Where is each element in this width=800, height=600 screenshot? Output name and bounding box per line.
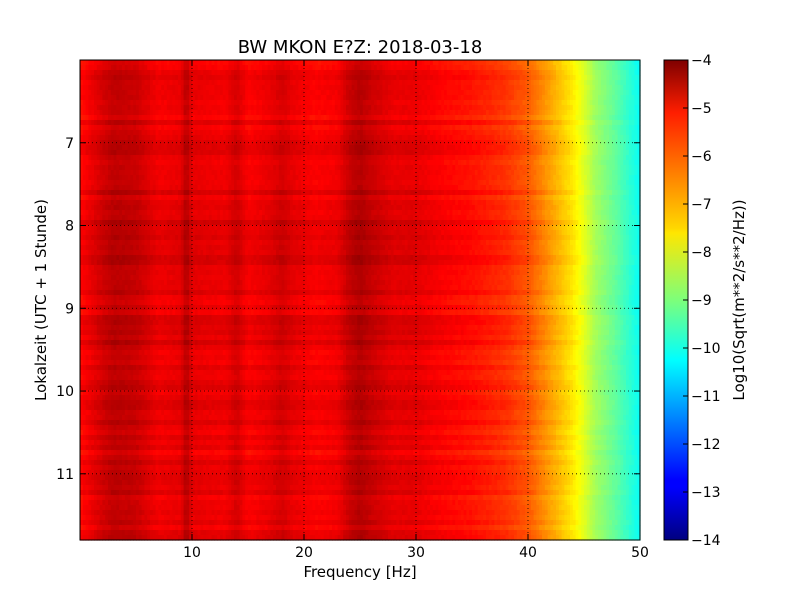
chart-title: BW MKON E?Z: 2018-03-18 (238, 37, 483, 58)
spectrogram-figure: BW MKON E?Z: 2018-03-18 10 20 30 40 50 78910… (0, 0, 800, 600)
spectrogram-heatmap (80, 60, 641, 541)
